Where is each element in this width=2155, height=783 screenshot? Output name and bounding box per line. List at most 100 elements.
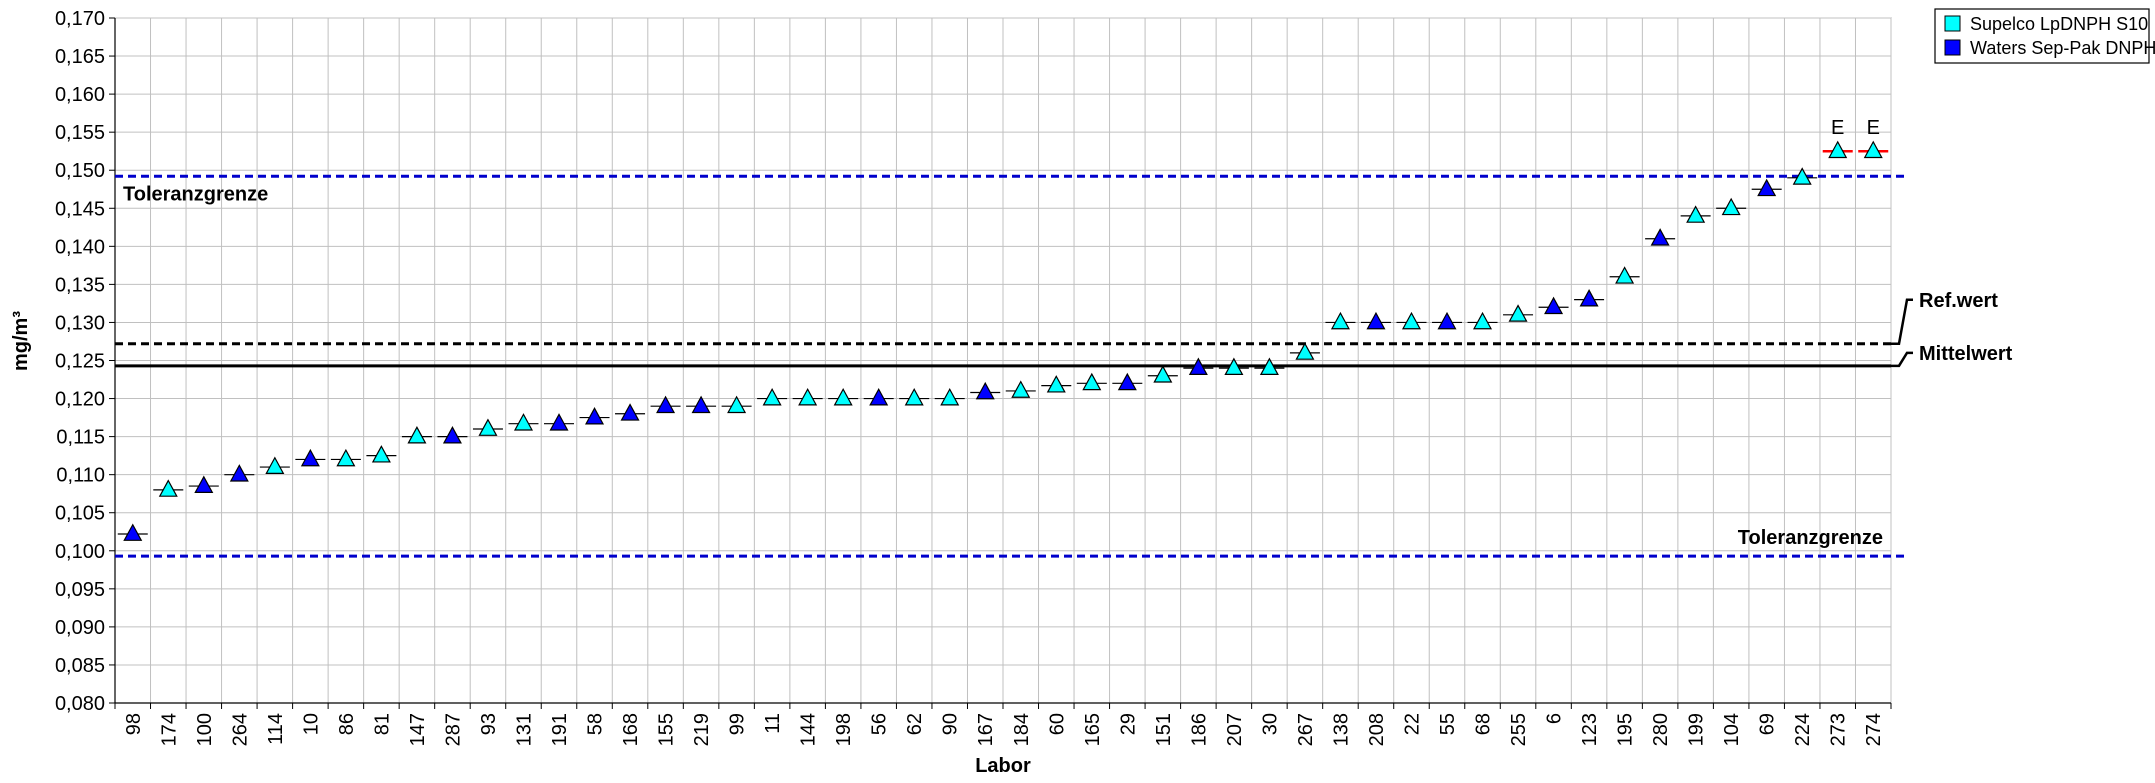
marker-waters	[691, 395, 711, 414]
marker-supelco	[1615, 266, 1635, 284]
x-tick-label: 114	[265, 713, 287, 745]
y-tick-label: 0,150	[55, 160, 105, 182]
marker-waters	[1437, 311, 1457, 330]
marker-supelco	[1508, 304, 1528, 322]
y-tick-label: 0,165	[55, 46, 105, 68]
marker-waters	[869, 388, 889, 406]
marker-supelco	[1401, 311, 1421, 330]
x-tick-label: 100	[194, 713, 216, 746]
legend-swatch-supelco	[1944, 15, 1961, 32]
marker-supelco	[1082, 372, 1102, 391]
marker-supelco	[1224, 357, 1244, 376]
legend-label-waters: Waters Sep-Pak DNPH	[1970, 38, 2155, 58]
x-tick-label: 167	[975, 713, 997, 746]
y-tick-label: 0,145	[55, 198, 105, 220]
marker-supelco	[1259, 357, 1279, 376]
y-axis-title: mg/m³	[10, 311, 32, 371]
x-tick-label: 98	[123, 713, 145, 735]
x-tick-label: 287	[442, 713, 464, 746]
reference-lines	[115, 174, 1913, 558]
y-tick-label: 0,095	[55, 579, 105, 601]
marker-waters	[300, 448, 320, 467]
marker-supelco	[407, 426, 427, 444]
x-tick-label: 55	[1437, 713, 1459, 735]
marker-waters	[1650, 228, 1670, 246]
marker-waters	[656, 395, 676, 414]
x-tick-label: 155	[656, 713, 678, 746]
marker-supelco	[158, 479, 178, 497]
marker-supelco	[1721, 197, 1741, 216]
marker-supelco	[513, 413, 533, 431]
y-tick-label: 0,160	[55, 84, 105, 106]
x-tick-label: 184	[1011, 713, 1033, 746]
x-tick-label: 195	[1615, 713, 1637, 746]
x-tick-label: 86	[336, 713, 358, 735]
x-tick-label: 274	[1863, 713, 1885, 746]
marker-waters	[1544, 296, 1564, 315]
callout-leader	[1891, 298, 1913, 346]
marker-supelco	[1153, 365, 1173, 383]
legend-label-supelco: Supelco LpDNPH S10	[1970, 14, 2148, 34]
marker-supelco	[727, 395, 747, 414]
x-tick-label: 81	[371, 713, 393, 735]
y-tick-label: 0,080	[55, 693, 105, 715]
x-tick-label: 138	[1330, 713, 1352, 746]
marker-supelco	[1046, 375, 1066, 393]
y-tick-label: 0,120	[55, 389, 105, 411]
x-tick-label: 280	[1650, 713, 1672, 746]
x-tick-label: 123	[1579, 713, 1601, 746]
marker-supelco	[478, 418, 498, 436]
marker-supelco	[798, 388, 818, 406]
marker-waters	[975, 381, 995, 400]
y-tick-label: 0,140	[55, 236, 105, 258]
flag-label: E	[1867, 117, 1880, 139]
marker-supelco	[1295, 342, 1315, 360]
marker-supelco	[371, 445, 391, 463]
reference-line-label: Toleranzgrenze	[123, 183, 268, 205]
x-tick-label: 208	[1366, 713, 1388, 746]
x-tick-label: 69	[1757, 713, 1779, 735]
x-tick-label: 219	[691, 713, 713, 746]
x-tick-label: 199	[1686, 713, 1708, 746]
x-tick-label: 224	[1792, 713, 1814, 746]
marker-supelco	[1473, 311, 1493, 330]
marker-supelco	[762, 388, 782, 406]
marker-waters	[1366, 311, 1386, 330]
axes	[109, 17, 1892, 709]
data-markers	[117, 140, 1889, 541]
y-tick-label: 0,115	[56, 427, 105, 449]
marker-waters	[1757, 178, 1777, 197]
y-tick-label: 0,110	[56, 465, 105, 487]
x-tick-label: 191	[549, 713, 571, 746]
x-tick-label: 207	[1224, 713, 1246, 746]
x-tick-label: 147	[407, 713, 429, 746]
x-tick-label: 151	[1153, 713, 1175, 746]
y-tick-label: 0,085	[55, 655, 105, 677]
x-tick-label: 131	[513, 713, 535, 746]
x-tick-label: 29	[1117, 713, 1139, 735]
x-tick-label: 22	[1401, 713, 1423, 735]
x-tick-label: 273	[1828, 713, 1850, 746]
marker-waters	[585, 407, 605, 425]
y-tick-label: 0,105	[55, 503, 105, 525]
marker-supelco	[1686, 205, 1706, 223]
x-tick-label: 198	[833, 713, 855, 746]
y-tick-label: 0,090	[55, 617, 105, 639]
reference-line-label: Mittelwert	[1919, 343, 2013, 365]
x-tick-label: 104	[1721, 713, 1743, 746]
x-tick-label: 58	[585, 713, 607, 735]
x-tick-label: 30	[1259, 713, 1281, 735]
x-tick-label: 99	[727, 713, 749, 735]
marker-supelco	[1011, 380, 1031, 398]
x-tick-label: 62	[904, 713, 926, 735]
legend-swatch-waters	[1944, 39, 1961, 56]
x-tick-label: 93	[478, 713, 500, 735]
marker-waters	[1579, 289, 1599, 307]
marker-supelco	[336, 448, 356, 467]
y-tick-label: 0,125	[55, 351, 105, 373]
marker-supelco	[940, 388, 960, 406]
legend-box	[1934, 8, 2150, 64]
reference-line-label: Ref.wert	[1919, 290, 1998, 312]
